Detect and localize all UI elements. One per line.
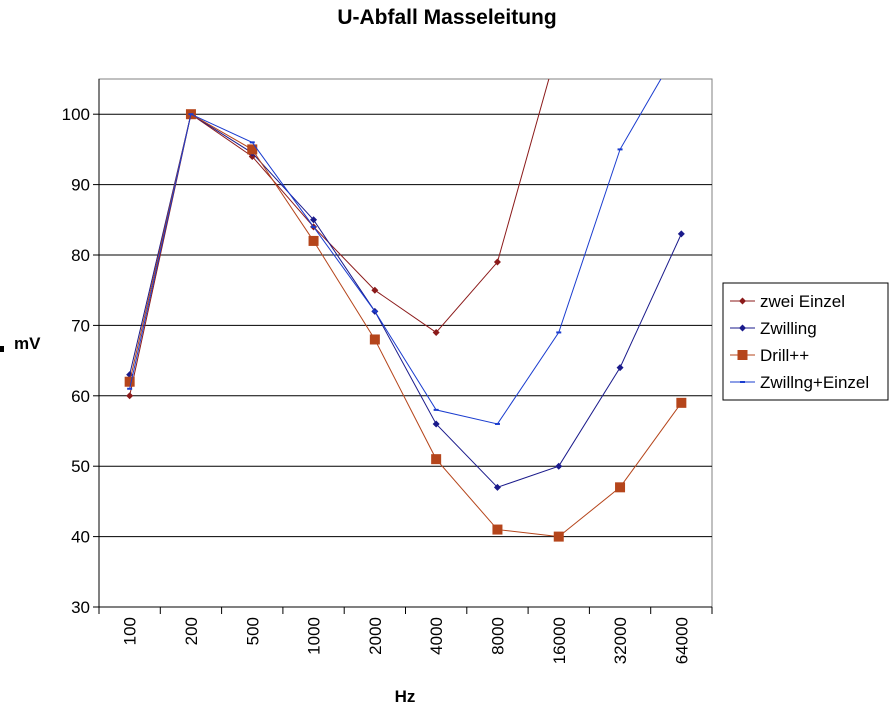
data-point-2-5 — [431, 454, 442, 465]
data-point-3-6 — [494, 422, 500, 425]
series-group — [124, 40, 687, 542]
data-point-3-8 — [617, 148, 623, 151]
y-tick-label-50: 50 — [71, 457, 90, 476]
x-tick-label-2000: 2000 — [366, 617, 385, 655]
x-tick-label-32000: 32000 — [611, 617, 630, 664]
legend-marker-0 — [739, 297, 746, 305]
data-point-3-7 — [556, 331, 562, 334]
plot-area — [98, 78, 713, 608]
data-point-1-9 — [677, 230, 685, 238]
gridlines — [99, 113, 712, 538]
y-axis-label-mark — [0, 346, 4, 352]
y-tick-label-100: 100 — [62, 105, 90, 124]
x-tick-label-16000: 16000 — [550, 617, 569, 664]
data-point-2-3 — [308, 235, 319, 246]
legend-box — [722, 282, 889, 401]
data-point-1-3 — [310, 216, 318, 224]
y-tick-label-80: 80 — [71, 246, 90, 265]
data-point-0-5 — [432, 328, 440, 336]
legend-marker-2 — [737, 350, 748, 360]
data-point-1-7 — [555, 462, 563, 470]
series-line-1 — [129, 113, 682, 488]
data-point-3-2 — [249, 141, 255, 144]
data-point-2-6 — [492, 524, 503, 535]
x-tick-label-1000: 1000 — [305, 617, 324, 655]
legend-label-0: zwei Einzel — [760, 292, 845, 311]
x-tick-label-500: 500 — [243, 617, 262, 645]
data-point-3-5 — [433, 408, 439, 411]
data-point-2-9 — [676, 397, 687, 408]
data-point-3-1 — [188, 113, 194, 116]
y-axis-ticks: 30 40 50 60 70 80 90 100 — [62, 79, 712, 617]
series-line-3 — [129, 79, 662, 425]
x-axis-label: Hz — [395, 687, 416, 706]
data-point-1-8 — [616, 364, 624, 372]
data-point-3-3 — [311, 225, 317, 228]
data-point-1-6 — [493, 483, 501, 491]
x-tick-label-64000: 64000 — [672, 617, 691, 664]
y-axis-label: mV — [14, 334, 41, 353]
chart-title: U-Abfall Masseleitung — [337, 6, 556, 29]
series-1 — [126, 110, 685, 491]
legend-marker-1 — [739, 324, 746, 332]
data-point-3-0 — [127, 387, 133, 390]
y-tick-label-30: 30 — [71, 598, 90, 617]
data-point-0-6 — [493, 258, 501, 266]
data-point-0-0 — [126, 392, 134, 400]
data-point-3-9 — [679, 43, 684, 45]
x-tick-label-100: 100 — [121, 617, 140, 645]
legend-label-3: Zwillng+Einzel — [760, 373, 869, 392]
data-point-0-4 — [371, 286, 379, 294]
x-tick-label-4000: 4000 — [427, 617, 446, 655]
series-line-2 — [129, 113, 682, 538]
x-tick-label-8000: 8000 — [488, 617, 507, 655]
data-point-3-4 — [372, 310, 378, 313]
data-point-2-8 — [615, 482, 626, 493]
data-point-2-2 — [247, 144, 258, 155]
series-3 — [127, 43, 684, 425]
x-tick-label-200: 200 — [182, 617, 201, 645]
y-tick-label-90: 90 — [71, 176, 90, 195]
data-point-0-7 — [555, 40, 562, 47]
legend-label-1: Zwilling — [760, 319, 817, 338]
x-axis-ticks: 100 200 500 1000 2000 4000 8000 16000 32000 64000 — [98, 607, 713, 664]
legend-marker-3 — [740, 381, 745, 383]
y-tick-label-60: 60 — [71, 387, 90, 406]
y-tick-label-70: 70 — [71, 316, 90, 335]
data-point-2-7 — [553, 531, 564, 542]
y-tick-label-40: 40 — [71, 528, 90, 547]
legend-label-2: Drill++ — [760, 346, 809, 365]
legend: zwei Einzel Zwilling Drill++ Zwillng+Einzel — [722, 282, 889, 401]
data-point-2-0 — [124, 376, 135, 387]
data-point-1-5 — [432, 420, 440, 428]
data-point-2-4 — [369, 334, 380, 345]
